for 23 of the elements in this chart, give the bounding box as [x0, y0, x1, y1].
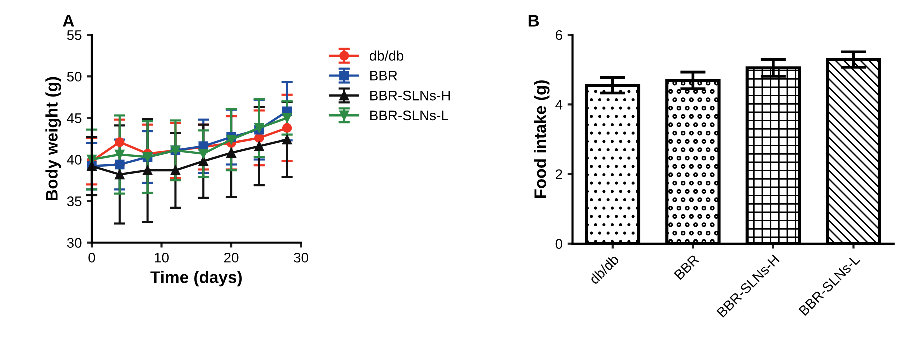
chart-title: B	[528, 15, 540, 27]
y-tick-label: 30	[67, 238, 82, 248]
y-axis-title: Body weight (g)	[46, 77, 62, 200]
legend-label: BBR-SLNs-H	[370, 90, 450, 101]
chart-title: A	[63, 15, 74, 27]
x-axis-title: Time (days)	[150, 271, 242, 287]
x-tick-label: 0	[88, 252, 96, 263]
y-axis-title: Food intake (g)	[534, 80, 550, 198]
x-tick-label: 30	[294, 252, 308, 263]
y-tick-label: 6	[556, 30, 562, 40]
legend-label: BBR	[370, 71, 398, 81]
y-tick-label: 35	[67, 196, 82, 206]
legend-label: BBR-SLNs-L	[370, 110, 448, 121]
y-tick-label: 55	[67, 30, 82, 40]
x-tick-label: 20	[224, 252, 239, 263]
x-tick-label: 10	[155, 252, 169, 263]
y-tick-label: 50	[67, 72, 82, 82]
y-tick-label: 2	[556, 170, 562, 180]
y-tick-label: 40	[67, 155, 82, 165]
y-tick-label: 4	[556, 100, 563, 110]
y-tick-label: 0	[556, 239, 563, 250]
legend-label: db/db	[370, 50, 404, 61]
y-tick-label: 45	[67, 114, 82, 124]
